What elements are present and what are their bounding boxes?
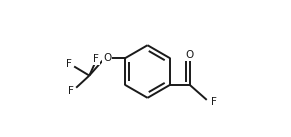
Text: F: F	[68, 86, 74, 96]
Text: F: F	[66, 59, 72, 69]
Text: O: O	[103, 53, 111, 63]
Text: F: F	[211, 97, 217, 107]
Text: F: F	[93, 54, 99, 64]
Text: O: O	[185, 50, 194, 60]
